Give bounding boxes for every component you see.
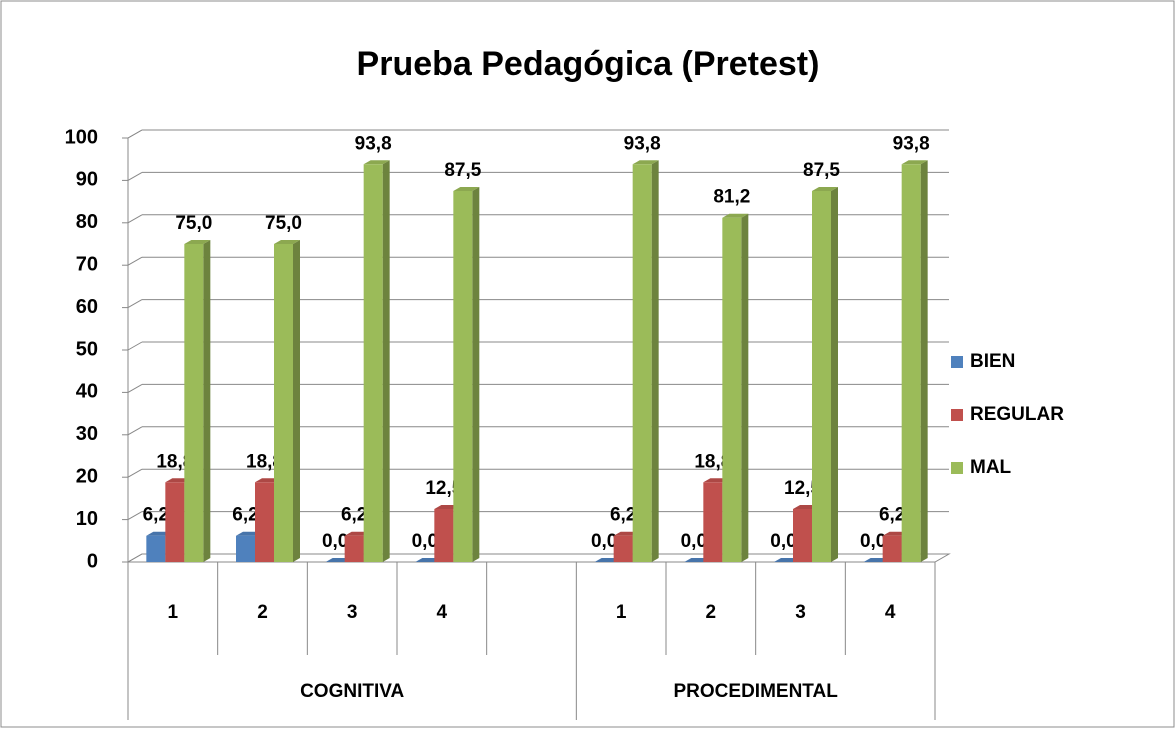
grid-depth bbox=[127, 468, 143, 478]
value-label: 6,2 bbox=[232, 505, 258, 526]
y-tick-label: 50 bbox=[76, 338, 98, 360]
bar-top bbox=[363, 160, 390, 165]
value-label: 0,0 bbox=[860, 531, 886, 552]
value-label: 6,2 bbox=[341, 505, 367, 526]
bar-top bbox=[812, 187, 838, 191]
bar-top bbox=[632, 160, 659, 165]
bar-side bbox=[293, 240, 300, 562]
x-tick-label: 1 bbox=[168, 602, 179, 623]
bar-side bbox=[651, 160, 659, 562]
y-tick-label: 30 bbox=[76, 423, 98, 445]
value-label: 87,5 bbox=[803, 160, 840, 181]
x-tick-label: 4 bbox=[885, 602, 896, 623]
value-label: 6,2 bbox=[143, 505, 169, 526]
legend-label: BIEN bbox=[970, 351, 1015, 372]
value-label: 75,0 bbox=[265, 213, 302, 234]
y-tick-label: 100 bbox=[65, 126, 98, 148]
y-tick-label: 90 bbox=[76, 169, 98, 191]
value-label: 6,2 bbox=[610, 505, 636, 526]
x-tick-label: 1 bbox=[616, 602, 627, 623]
legend-label: MAL bbox=[970, 457, 1012, 478]
y-tick-label: 10 bbox=[76, 508, 98, 530]
value-label: 6,2 bbox=[879, 505, 905, 526]
bar-side bbox=[741, 213, 749, 562]
value-label: 93,8 bbox=[893, 133, 930, 154]
bar bbox=[236, 535, 255, 562]
bar-top bbox=[901, 160, 928, 165]
grid-depth bbox=[127, 426, 143, 436]
grid-depth bbox=[127, 171, 143, 181]
bar-side bbox=[472, 187, 480, 562]
bar-side bbox=[920, 160, 928, 562]
group-label: COGNITIVA bbox=[300, 681, 404, 702]
y-tick-label: 0 bbox=[87, 550, 98, 572]
value-label: 87,5 bbox=[444, 160, 481, 181]
x-tick-label: 3 bbox=[347, 602, 358, 623]
bar bbox=[184, 244, 204, 562]
x-tick-label: 2 bbox=[706, 602, 717, 623]
bar bbox=[344, 535, 364, 562]
grid-depth bbox=[127, 256, 143, 266]
bar bbox=[722, 217, 742, 562]
bar bbox=[453, 191, 473, 562]
bar-side bbox=[382, 160, 390, 562]
bar bbox=[703, 482, 723, 562]
grid-depth bbox=[127, 511, 143, 521]
value-label: 75,0 bbox=[175, 213, 212, 234]
bar bbox=[882, 535, 902, 562]
chart-title: Prueba Pedagógica (Pretest) bbox=[357, 45, 820, 83]
bar-side bbox=[203, 240, 211, 562]
bar bbox=[812, 191, 831, 562]
bar-top bbox=[722, 213, 749, 218]
value-label: 81,2 bbox=[713, 187, 750, 208]
legend-swatch bbox=[951, 409, 963, 421]
bar-side bbox=[831, 187, 838, 562]
legend-swatch bbox=[951, 462, 963, 474]
value-label: 0,0 bbox=[681, 531, 707, 552]
y-tick-label: 80 bbox=[76, 211, 98, 233]
bar-top bbox=[184, 240, 211, 244]
value-label: 0,0 bbox=[770, 531, 796, 552]
x-tick-label: 2 bbox=[257, 602, 268, 623]
y-tick-label: 60 bbox=[76, 296, 98, 318]
value-label: 0,0 bbox=[322, 531, 348, 552]
bar bbox=[165, 482, 185, 562]
legend-label: REGULAR bbox=[970, 404, 1064, 425]
y-tick-label: 40 bbox=[76, 381, 98, 403]
grid-depth bbox=[127, 383, 143, 393]
y-tick-label: 70 bbox=[76, 253, 98, 275]
bar bbox=[901, 164, 921, 562]
x-tick-label: 4 bbox=[437, 602, 448, 623]
bar bbox=[274, 244, 293, 562]
value-label: 93,8 bbox=[355, 133, 392, 154]
bar bbox=[613, 535, 633, 562]
grid-depth bbox=[127, 553, 143, 563]
bar-top bbox=[453, 187, 480, 191]
bar bbox=[146, 535, 166, 562]
grid-depth bbox=[127, 214, 143, 224]
legend-swatch bbox=[951, 356, 963, 368]
value-label: 18,8 bbox=[246, 451, 283, 472]
value-label: 18,8 bbox=[694, 451, 731, 472]
grid-depth bbox=[127, 129, 143, 139]
bar bbox=[255, 482, 274, 562]
grid-depth bbox=[127, 341, 143, 351]
grid-depth bbox=[127, 299, 143, 309]
bar-top bbox=[274, 240, 300, 244]
group-label: PROCEDIMENTAL bbox=[674, 681, 839, 702]
y-tick-label: 20 bbox=[76, 465, 98, 487]
value-label: 0,0 bbox=[412, 531, 438, 552]
value-label: 0,0 bbox=[591, 531, 617, 552]
value-label: 18,8 bbox=[156, 451, 193, 472]
bar bbox=[793, 509, 812, 562]
bar bbox=[434, 509, 454, 562]
x-tick-label: 3 bbox=[795, 602, 806, 623]
value-label: 93,8 bbox=[624, 133, 661, 154]
bar bbox=[632, 164, 652, 562]
bar bbox=[363, 164, 383, 562]
